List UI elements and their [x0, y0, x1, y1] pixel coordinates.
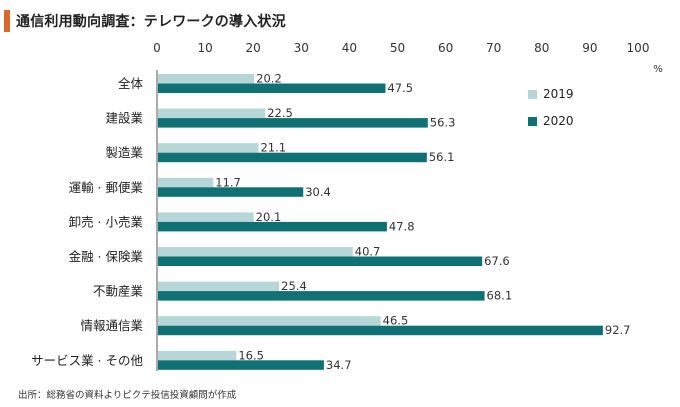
data-label-2019: 11.7 — [215, 175, 241, 189]
title-accent-bar — [4, 10, 10, 32]
bar-2019 — [158, 143, 259, 153]
bar-2020 — [158, 221, 387, 232]
bar-2019 — [158, 247, 353, 257]
chart-title: 通信利用動向調査：テレワークの導入状況 — [16, 14, 286, 30]
data-label-2019: 20.1 — [256, 210, 282, 224]
data-label-2020: 47.5 — [387, 81, 413, 95]
legend: 2019 2020 — [528, 86, 574, 140]
bar-2019 — [158, 177, 214, 188]
x-tick-label: 80 — [534, 41, 549, 55]
legend-item-2019: 2019 — [528, 86, 574, 102]
data-label-2019: 21.1 — [260, 141, 286, 155]
legend-label-2020: 2020 — [543, 114, 574, 128]
x-tick-label: 0 — [153, 41, 161, 55]
x-tick-label: 90 — [582, 41, 597, 55]
data-label-2019: 20.2 — [256, 72, 282, 86]
category-label: 金融 · 保険業 — [69, 249, 144, 264]
bar-2020 — [158, 360, 324, 370]
data-label-2020: 47.8 — [389, 219, 415, 233]
category-label: 情報通信業 — [80, 318, 143, 333]
x-tick-label: 10 — [197, 41, 212, 55]
bar-2019 — [158, 108, 266, 119]
legend-swatch-2020 — [528, 116, 537, 126]
data-label-2019: 22.5 — [267, 106, 293, 120]
category-label: 運輸 · 郵便業 — [69, 180, 144, 195]
x-tick-label: 40 — [342, 41, 357, 55]
bar-2020 — [158, 152, 427, 163]
data-label-2020: 68.1 — [487, 289, 513, 303]
x-tick-label: 20 — [246, 41, 261, 55]
category-label: 全体 — [118, 76, 144, 91]
data-label-2020: 56.3 — [430, 116, 456, 130]
x-tick-label: 30 — [294, 41, 309, 55]
source-note: 出所：総務省の資料よりピクテ投信投資顧問が作成 — [18, 390, 237, 401]
x-tick-label: 50 — [390, 41, 405, 55]
data-label-2020: 92.7 — [605, 323, 631, 337]
category-label: 建設業 — [105, 111, 143, 126]
category-label: 製造業 — [105, 145, 143, 160]
legend-item-2020: 2020 — [528, 113, 574, 129]
bar-2019 — [158, 74, 255, 84]
bar-2019 — [158, 350, 237, 361]
data-label-2020: 30.4 — [305, 185, 331, 199]
data-label-2020: 56.1 — [429, 150, 455, 164]
bar-2020 — [158, 118, 428, 128]
x-tick-label: 60 — [438, 41, 453, 55]
legend-swatch-2019 — [528, 89, 537, 99]
bar-2019 — [158, 212, 254, 222]
category-label: サービス業 · その他 — [31, 353, 143, 368]
x-tick-label: 100 — [627, 41, 650, 55]
unit-label: % — [653, 64, 663, 75]
bar-2019 — [158, 281, 280, 292]
data-label-2020: 34.7 — [326, 358, 352, 372]
data-label-2019: 46.5 — [383, 314, 409, 328]
bar-2020 — [158, 256, 483, 266]
category-label: 卸売 · 小売業 — [69, 214, 144, 229]
bar-2020 — [158, 291, 485, 301]
bar-2020 — [158, 325, 603, 336]
bar-2019 — [158, 316, 381, 326]
bar-2020 — [158, 83, 386, 93]
data-label-2020: 67.6 — [484, 254, 510, 268]
x-tick-label: 70 — [486, 41, 501, 55]
legend-label-2019: 2019 — [543, 87, 574, 101]
bar-2020 — [158, 187, 304, 197]
data-label-2019: 16.5 — [238, 348, 264, 362]
category-label: 不動産業 — [93, 284, 144, 299]
data-label-2019: 40.7 — [355, 245, 381, 259]
data-label-2019: 25.4 — [281, 279, 307, 293]
